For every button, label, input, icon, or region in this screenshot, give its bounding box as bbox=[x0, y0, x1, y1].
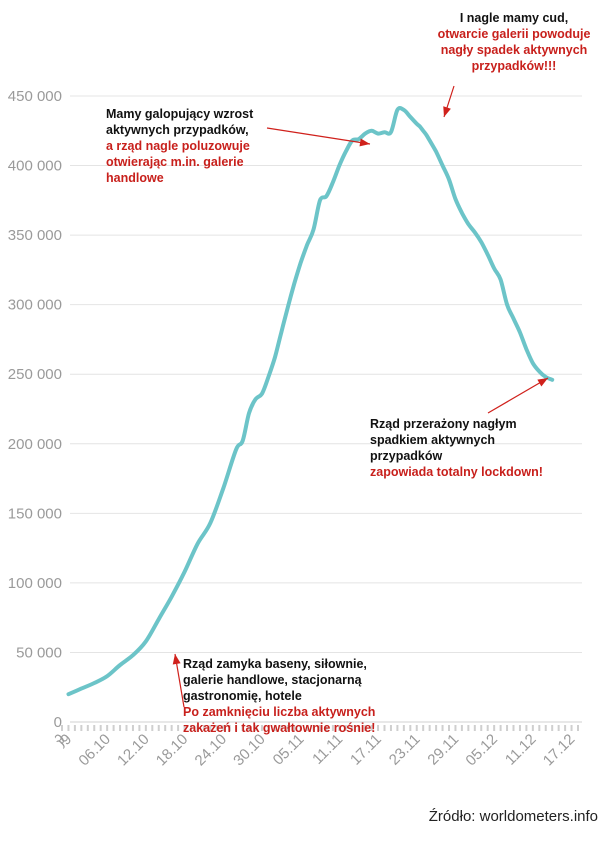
annotation-top-line: przypadków!!! bbox=[471, 59, 557, 73]
y-tick-label: 0 bbox=[54, 714, 62, 731]
y-tick-label: 150 000 bbox=[8, 505, 62, 522]
y-tick-label: 400 000 bbox=[8, 158, 62, 175]
annotation-right-line: spadkiem aktywnych bbox=[370, 433, 496, 447]
y-tick-label: 450 000 bbox=[8, 88, 62, 105]
annotation-right-line: zapowiada totalny lockdown! bbox=[370, 465, 543, 479]
annotation-top-line: nagły spadek aktywnych bbox=[440, 43, 588, 57]
x-tick-label: 23.11 bbox=[386, 731, 424, 769]
y-tick-label: 250 000 bbox=[8, 366, 62, 383]
annotation-bottom-line: Po zamknięciu liczba aktywnych bbox=[183, 705, 376, 719]
annotation-left-line: aktywnych przypadków, bbox=[106, 123, 249, 137]
annotation-bottom-line: Rząd zamyka baseny, siłownie, bbox=[183, 657, 367, 671]
annotation-left-line: otwierając m.in. galerie bbox=[106, 155, 244, 169]
x-tick-label: 05.12 bbox=[462, 731, 501, 770]
annotation-arrow-top-head bbox=[443, 106, 451, 117]
y-tick-label: 200 000 bbox=[8, 436, 62, 453]
annotation-right-line: przypadków bbox=[370, 449, 443, 463]
annotation-arrow-left-head bbox=[359, 138, 370, 147]
annotation-right-line: Rząd przerażony nagłym bbox=[370, 417, 517, 431]
x-tick-label: 11.12 bbox=[502, 731, 540, 769]
x-tick-label: 24.10 bbox=[192, 731, 231, 770]
x-tick-label: 12.10 bbox=[114, 731, 153, 770]
x-tick-label: 17.11 bbox=[347, 731, 385, 769]
x-tick-label: 17.12 bbox=[540, 731, 579, 770]
annotation-arrow-left bbox=[266, 127, 371, 145]
annotation-left-line: Mamy galopujący wzrost bbox=[106, 107, 254, 121]
y-tick-label: 100 000 bbox=[8, 575, 62, 592]
annotation-top: I nagle mamy cud, otwarcie galerii powod… bbox=[414, 10, 612, 74]
y-tick-label: 300 000 bbox=[8, 297, 62, 314]
annotation-left-line: a rząd nagle poluzowuje bbox=[106, 139, 250, 153]
y-tick-label: 50 000 bbox=[16, 644, 62, 661]
annotation-arrow-right-head bbox=[537, 378, 548, 387]
x-tick-label: 05.11 bbox=[270, 731, 308, 769]
annotation-left: Mamy galopujący wzrost aktywnych przypad… bbox=[106, 106, 253, 186]
annotation-bottom-line: gastronomię, hotele bbox=[183, 689, 302, 703]
annotation-top-line: I nagle mamy cud, bbox=[459, 11, 569, 25]
x-tick-label: 11.11 bbox=[309, 731, 346, 768]
x-tick-label: 06.10 bbox=[75, 731, 114, 770]
annotation-right: Rząd przerażony nagłym spadkiem aktywnyc… bbox=[370, 416, 543, 480]
annotation-bottom-line: zakażeń i tak gwałtownie rośnie! bbox=[183, 721, 376, 735]
x-tick-label: 30.10 bbox=[230, 731, 269, 770]
source-label: Źródło: worldometers.info bbox=[428, 808, 598, 825]
annotation-arrow-right bbox=[487, 377, 549, 414]
annotation-bottom: Rząd zamyka baseny, siłownie, galerie ha… bbox=[183, 656, 375, 736]
y-tick-label: 350 000 bbox=[8, 227, 62, 244]
x-tick-label: 29.11 bbox=[424, 731, 462, 769]
annotation-bottom-line: galerie handlowe, stacjonarną bbox=[183, 673, 362, 687]
annotation-arrow-bottom-head bbox=[172, 654, 181, 665]
x-tick-label: 18.10 bbox=[153, 731, 192, 770]
annotation-left-line: handlowe bbox=[106, 171, 164, 185]
annotation-top-line: otwarcie galerii powoduje bbox=[437, 27, 591, 41]
series-line bbox=[66, 106, 555, 697]
